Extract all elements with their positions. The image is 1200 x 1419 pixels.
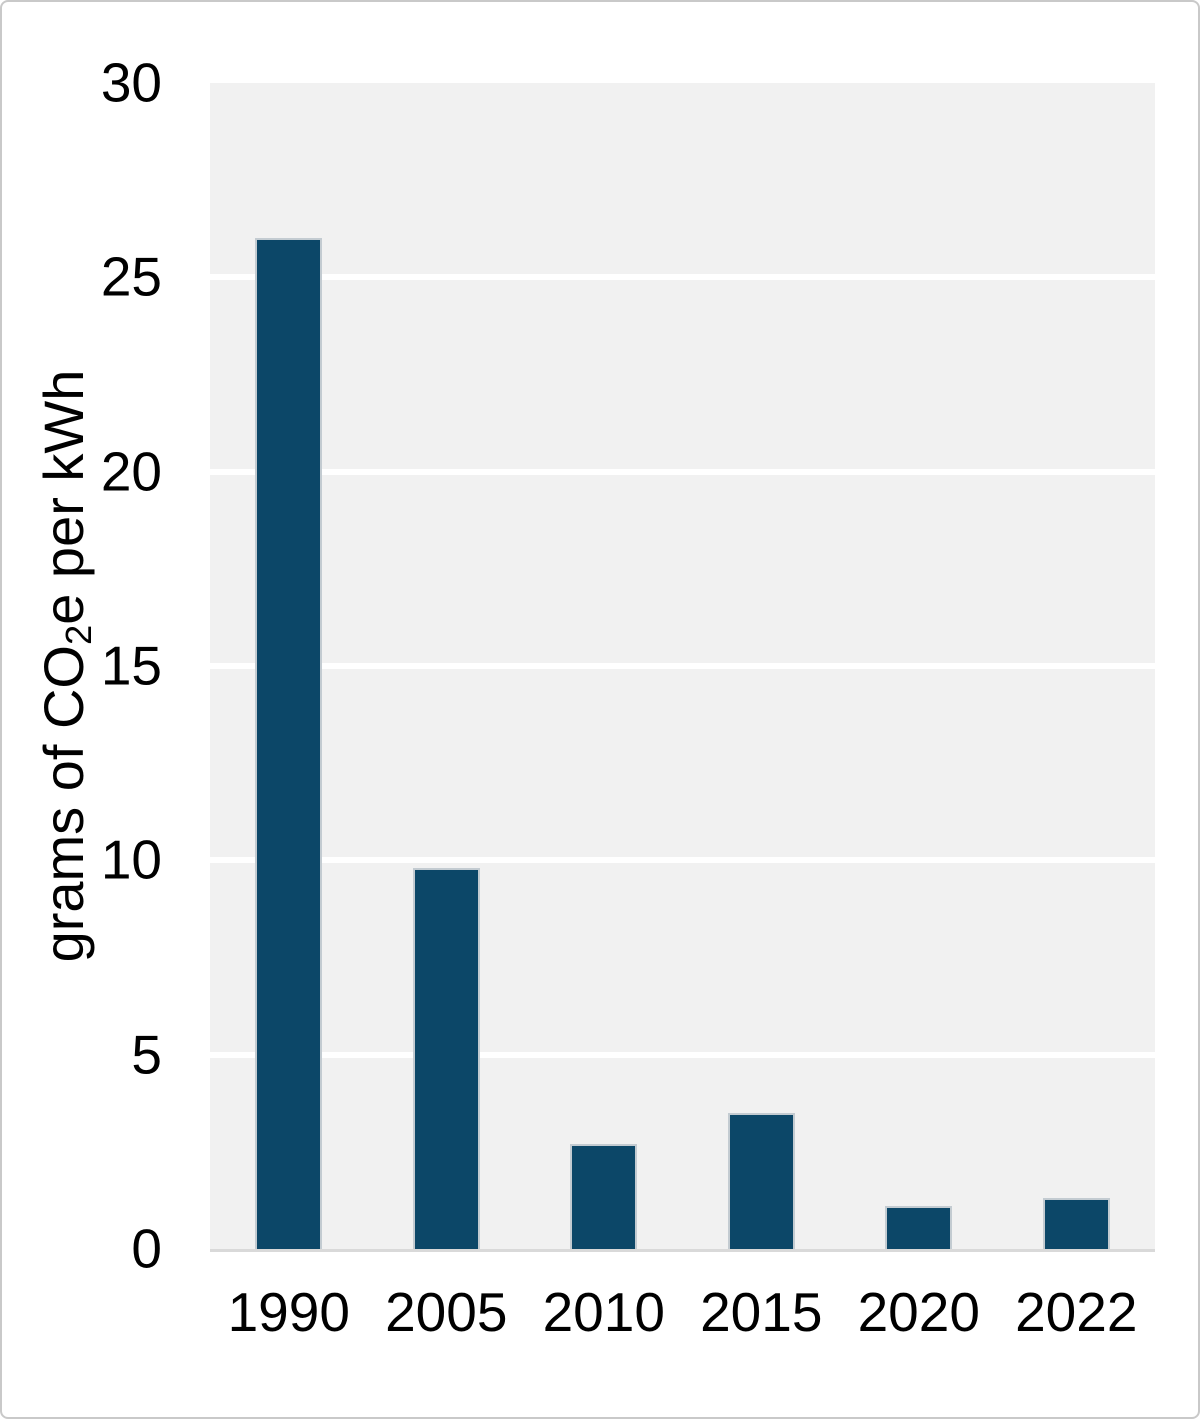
gridline-10 [210,857,1155,864]
plot-area [210,83,1155,1252]
bar-1990 [255,238,323,1249]
x-tick-label-2022: 2022 [1015,1281,1138,1343]
y-tick-label-15: 15 [100,634,162,697]
gridline-15 [210,663,1155,669]
bar-2010 [570,1144,638,1249]
x-tick-label-2010: 2010 [542,1281,665,1343]
x-tick-label-2005: 2005 [385,1281,508,1343]
x-tick-label-1990: 1990 [227,1281,350,1343]
gridline-25 [210,274,1155,281]
x-tick-label-2015: 2015 [700,1281,823,1343]
x-tick-label-2020: 2020 [857,1281,980,1343]
y-tick-label-5: 5 [131,1023,162,1086]
bar-2015 [727,1112,795,1249]
gridline-20 [210,468,1155,475]
y-tick-label-0: 0 [131,1217,162,1280]
y-tick-label-25: 25 [100,245,162,308]
bar-2020 [885,1206,953,1249]
bar-2005 [412,868,480,1249]
bar-2022 [1042,1198,1110,1249]
y-tick-label-20: 20 [100,440,162,503]
gridline-5 [210,1051,1155,1058]
x-axis-line [210,1249,1155,1252]
y-tick-label-30: 30 [100,51,162,114]
y-tick-label-10: 10 [100,828,162,891]
